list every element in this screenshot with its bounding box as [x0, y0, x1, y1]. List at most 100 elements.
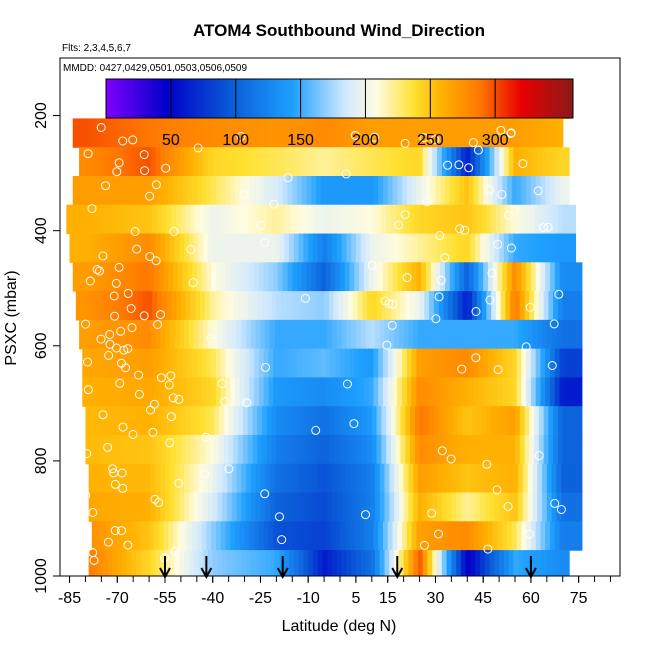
heatmap-cell: [209, 434, 215, 465]
heatmap-cell: [204, 291, 211, 321]
heatmap-cell: [77, 175, 83, 206]
heatmap-cell: [376, 434, 382, 465]
x-tick-label: 45: [474, 590, 492, 607]
observation-markers: [81, 123, 566, 565]
heatmap-cell: [298, 319, 305, 350]
heatmap-cell: [446, 492, 452, 522]
heatmap-cell: [429, 406, 435, 436]
heatmap-cell: [274, 147, 281, 177]
heatmap-cell: [254, 175, 260, 206]
heatmap-cell: [445, 118, 451, 148]
heatmap-cell: [543, 204, 550, 235]
heatmap-cell: [317, 319, 324, 350]
heatmap-cell: [136, 233, 142, 263]
heatmap-cell: [546, 147, 553, 177]
heatmap-cell: [322, 492, 328, 522]
observation-marker: [503, 502, 513, 511]
heatmap-cell: [195, 406, 201, 436]
heatmap-cell: [392, 175, 398, 206]
heatmap-cell: [422, 319, 429, 350]
heatmap-cell: [475, 463, 481, 494]
heatmap-cell: [163, 348, 169, 379]
observation-marker: [533, 186, 543, 196]
heatmap-cell: [141, 463, 147, 494]
colorbar-tick-label: 150: [287, 132, 314, 149]
heatmap-cell: [142, 406, 149, 436]
heatmap-cell: [532, 233, 538, 263]
heatmap-cell: [430, 521, 437, 551]
heatmap-cell: [398, 319, 405, 350]
observation-marker: [236, 132, 246, 141]
heatmap-cell: [507, 262, 513, 292]
heatmap-cell: [150, 319, 157, 350]
observation-marker: [556, 505, 566, 514]
heatmap-cell: [289, 463, 295, 494]
heatmap-cell: [122, 550, 128, 576]
heatmap-cell: [155, 463, 161, 494]
heatmap-cell: [359, 377, 365, 407]
heatmap-cell: [277, 377, 284, 407]
heatmap-cell: [521, 377, 527, 407]
heatmap-cell: [392, 521, 398, 551]
heatmap-cell: [346, 550, 352, 576]
heatmap-cell: [289, 233, 295, 263]
heatmap-cell: [556, 550, 562, 576]
heatmap-cell: [263, 118, 270, 148]
heatmap-cell: [91, 262, 98, 292]
heatmap-cell: [198, 233, 204, 263]
heatmap-cell: [333, 291, 340, 321]
heatmap-cell: [478, 377, 484, 407]
heatmap-cell: [266, 434, 273, 465]
heatmap-cell: [478, 175, 484, 206]
heatmap-cell: [538, 406, 545, 436]
heatmap-cell: [392, 348, 398, 379]
heatmap-cell: [98, 147, 104, 177]
heatmap-cell: [282, 521, 289, 551]
heatmap-cell: [456, 233, 462, 263]
heatmap-cell: [565, 550, 570, 576]
heatmap-cell: [497, 348, 503, 379]
observation-marker: [101, 181, 110, 191]
heatmap-cell: [120, 521, 126, 551]
heatmap-cell: [93, 147, 99, 177]
observation-marker: [82, 449, 92, 459]
heatmap-cell: [397, 118, 403, 148]
heatmap-cell: [99, 434, 106, 465]
heatmap-cell: [357, 434, 363, 465]
heatmap-cell: [309, 204, 316, 235]
heatmap-cell: [357, 406, 363, 436]
observation-marker: [468, 138, 478, 147]
heatmap-cell: [115, 175, 122, 206]
heatmap-cell: [134, 175, 141, 206]
heatmap-cell: [570, 492, 577, 522]
heatmap-cell: [554, 175, 561, 206]
heatmap-cell: [456, 550, 462, 576]
heatmap-cell: [328, 434, 335, 465]
heatmap-cell: [201, 175, 207, 206]
heatmap-cell: [508, 492, 515, 522]
heatmap-cell: [470, 550, 476, 576]
observation-marker: [166, 412, 176, 422]
observation-marker: [206, 333, 216, 343]
heatmap-cell: [217, 319, 223, 350]
observation-marker: [111, 278, 121, 288]
heatmap-cell: [117, 147, 123, 177]
x-tick-label: 15: [379, 590, 397, 607]
heatmap-cell: [298, 463, 305, 494]
heatmap-cell: [325, 348, 332, 379]
heatmap-cell: [543, 406, 550, 436]
heatmap-cell: [530, 348, 537, 379]
heatmap-cell: [110, 521, 117, 551]
observation-marker: [201, 432, 211, 442]
heatmap-cell: [519, 291, 526, 321]
heatmap-cell: [325, 262, 332, 292]
heatmap-cell: [223, 406, 230, 436]
heatmap-cell: [273, 262, 279, 292]
heatmap-cell: [316, 175, 322, 206]
heatmap-cell: [468, 348, 475, 379]
heatmap-cell: [153, 348, 160, 379]
heatmap-cell: [270, 319, 276, 350]
heatmap-cell: [192, 521, 198, 551]
observation-marker: [186, 244, 196, 254]
heatmap-cell: [316, 118, 322, 148]
